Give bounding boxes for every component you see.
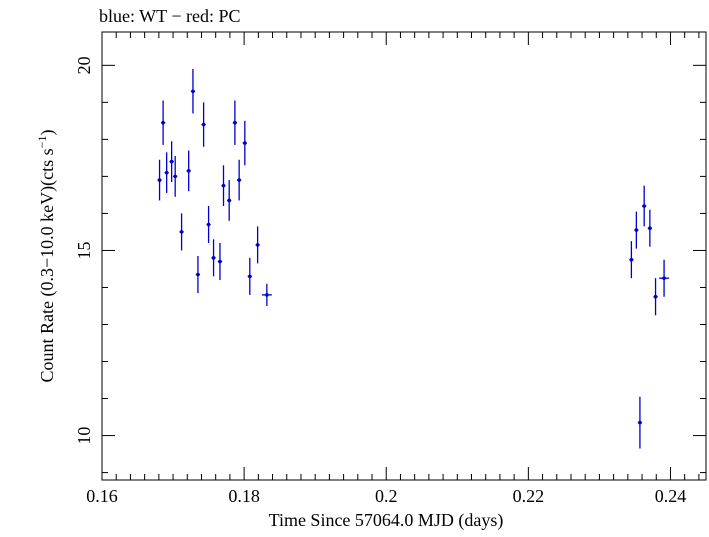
point-marker (211, 256, 216, 260)
data-point (634, 211, 639, 249)
data-point (637, 396, 643, 449)
y-tick-label: 20 (74, 56, 94, 74)
x-tick-label: 0.18 (228, 486, 260, 506)
data-point (261, 283, 272, 306)
point-marker (642, 204, 646, 208)
x-axis-label: Time Since 57064.0 MJD (days) (269, 510, 504, 531)
data-point (232, 100, 238, 145)
chart-title: blue: WT − red: PC (99, 6, 240, 26)
x-tick-label: 0.16 (86, 486, 118, 506)
point-marker (218, 259, 222, 264)
data-point (206, 206, 211, 244)
point-marker (233, 120, 237, 125)
data-point (211, 239, 216, 277)
data-point (201, 102, 206, 147)
data-point (164, 152, 169, 194)
data-point (255, 226, 260, 264)
data-point (169, 141, 174, 182)
point-marker (169, 159, 174, 164)
data-point (659, 259, 670, 297)
data-point (217, 243, 223, 281)
y-axis-label-superscript: −1 (35, 136, 49, 149)
point-marker (227, 198, 231, 203)
axis-ticks (101, 32, 706, 480)
data-point (157, 159, 162, 201)
data-point (629, 241, 634, 279)
point-marker (157, 178, 162, 182)
point-marker (638, 420, 642, 425)
point-marker (634, 228, 639, 232)
point-marker (237, 178, 241, 182)
point-marker (196, 272, 200, 277)
point-marker (206, 222, 211, 227)
y-tick-label: 15 (74, 241, 94, 259)
point-marker (191, 89, 195, 94)
data-point (647, 209, 652, 247)
point-marker (243, 141, 247, 145)
point-marker (653, 294, 658, 299)
data-point (186, 150, 191, 192)
point-marker (265, 293, 269, 297)
x-tick-label: 0.22 (513, 486, 545, 506)
data-point (190, 69, 196, 114)
data-points (157, 69, 670, 449)
data-point (642, 185, 647, 227)
y-axis-label-close: ) (37, 130, 58, 136)
point-marker (179, 230, 184, 234)
data-point (653, 278, 658, 316)
data-point (160, 100, 166, 145)
point-marker (186, 169, 191, 173)
data-point (179, 213, 184, 251)
point-marker (662, 276, 666, 281)
point-marker (255, 243, 260, 247)
axis-tick-labels: 0.16 0.18 0.2 0.22 0.24 10 15 20 (74, 56, 686, 506)
data-point (237, 159, 242, 201)
data-point (195, 256, 201, 294)
x-tick-label: 0.2 (375, 486, 398, 506)
data-point (227, 180, 232, 221)
point-marker (629, 257, 634, 262)
point-marker (648, 226, 652, 231)
point-marker (221, 183, 226, 188)
data-point (247, 257, 252, 295)
data-point (242, 120, 247, 166)
x-tick-label: 0.24 (655, 486, 687, 506)
plot-frame (101, 31, 707, 481)
y-axis-label-main: Count Rate (0.3−10.0 keV)(cts s (37, 148, 58, 382)
point-marker (164, 170, 169, 175)
data-point (221, 165, 226, 207)
data-point (173, 156, 178, 197)
point-marker (173, 174, 177, 179)
y-axis-label: Count Rate (0.3−10.0 keV)(cts s−1) (35, 130, 58, 383)
point-marker (201, 122, 206, 127)
point-marker (161, 120, 165, 125)
point-marker (248, 274, 252, 279)
y-tick-label: 10 (74, 427, 94, 445)
